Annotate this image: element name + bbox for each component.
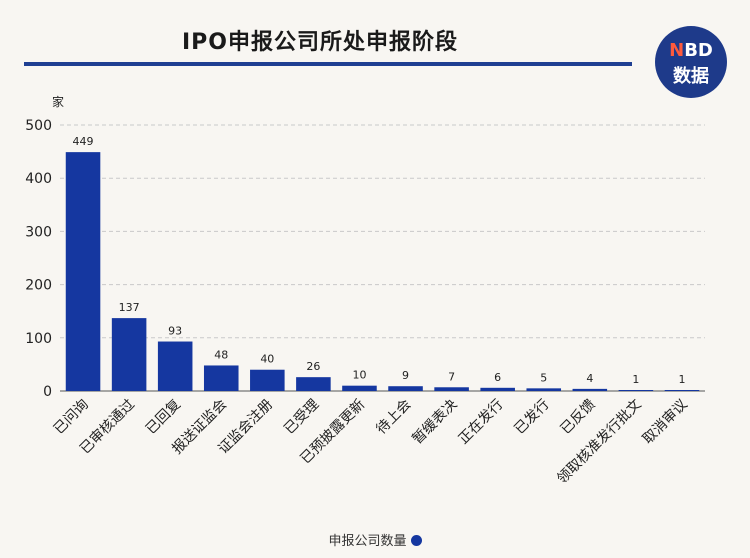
x-tick-label: 待上会 — [373, 397, 414, 438]
data-label: 93 — [168, 325, 182, 338]
x-tick-label: 领取核准发行批文 — [554, 397, 645, 488]
bar — [203, 365, 239, 391]
x-tick-label: 已回复 — [142, 396, 184, 438]
data-label: 48 — [214, 348, 228, 361]
bar — [618, 390, 654, 391]
bar — [65, 152, 101, 391]
bar — [342, 385, 377, 391]
legend-label: 申报公司数量 — [328, 534, 407, 549]
x-tick-label: 正在发行 — [456, 397, 507, 448]
chart-title: IPO申报公司所处申报阶段 — [181, 30, 458, 55]
data-label: 10 — [352, 369, 366, 382]
logo-bottom-text: 数据 — [673, 66, 709, 87]
title-underline — [24, 62, 632, 66]
legend: 申报公司数量 — [0, 530, 750, 549]
bar — [526, 388, 562, 391]
x-tick-label: 已受理 — [281, 397, 322, 438]
nbd-logo: NBD 数据 — [655, 26, 727, 98]
data-label: 7 — [448, 370, 455, 383]
logo-top-text: NBD — [655, 40, 727, 61]
y-tick-label: 500 — [25, 118, 52, 134]
data-label: 449 — [73, 135, 94, 148]
x-tick-label: 已问询 — [51, 397, 92, 438]
bar — [296, 377, 331, 391]
data-label: 1 — [632, 373, 639, 386]
data-label: 26 — [306, 360, 320, 373]
legend-marker — [410, 535, 422, 546]
y-tick-label: 200 — [25, 278, 52, 294]
data-label: 40 — [260, 353, 274, 366]
bar-chart: 0100200300400500家449已问询137已审核通过93已回复48报送… — [25, 94, 705, 488]
data-label: 1 — [678, 373, 685, 386]
data-label: 6 — [494, 371, 501, 384]
x-tick-label: 暂缓表决 — [410, 397, 461, 448]
x-tick-label: 取消审议 — [640, 397, 691, 448]
bar — [664, 390, 700, 391]
y-tick-label: 300 — [25, 224, 52, 240]
bar — [111, 318, 147, 391]
bar — [434, 387, 469, 391]
bar — [572, 388, 608, 391]
x-tick-label: 已发行 — [512, 397, 553, 438]
logo-n-letter: N — [669, 40, 685, 61]
y-tick-label: 400 — [25, 171, 52, 187]
y-axis-label: 家 — [52, 94, 64, 109]
bar — [157, 341, 193, 391]
x-tick-label: 已反馈 — [558, 397, 599, 438]
data-label: 9 — [402, 369, 409, 382]
data-label: 5 — [540, 371, 547, 384]
bar — [388, 386, 423, 391]
bar — [480, 387, 515, 391]
data-label: 137 — [119, 301, 140, 314]
y-tick-label: 0 — [43, 384, 52, 400]
y-tick-label: 100 — [25, 331, 52, 347]
bar — [250, 369, 285, 391]
logo-bd-letters: BD — [684, 40, 713, 61]
data-label: 4 — [586, 372, 593, 385]
